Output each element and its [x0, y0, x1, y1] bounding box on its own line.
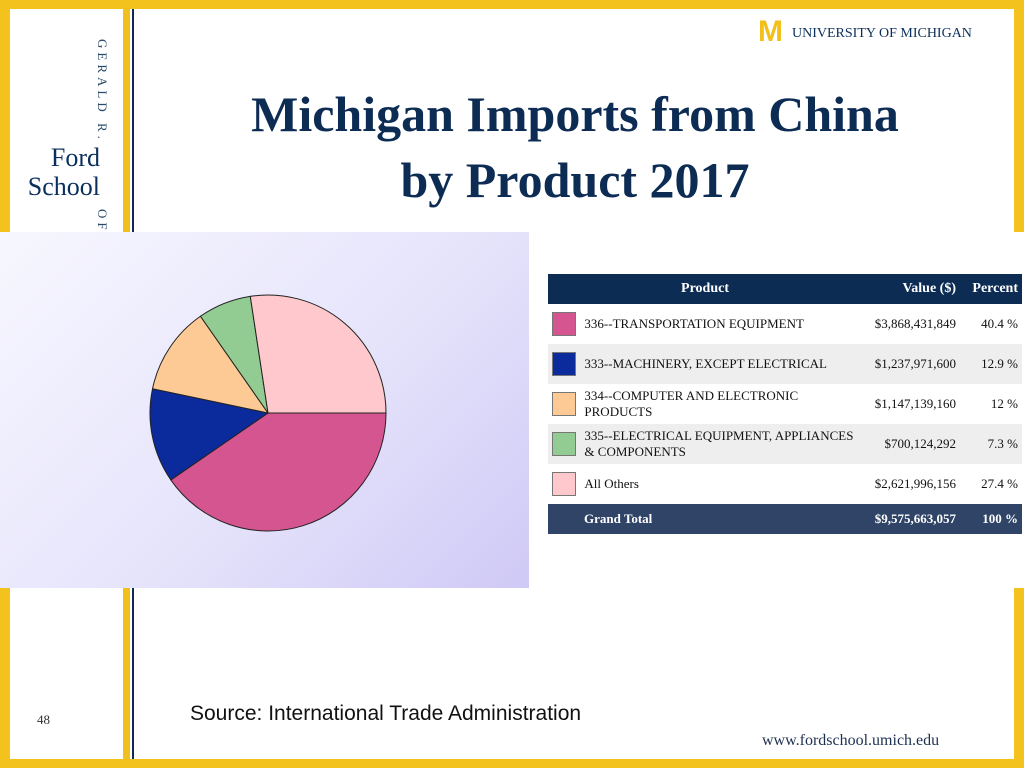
value-cell: $1,237,971,600 — [862, 344, 960, 384]
legend-swatch-cell — [548, 344, 581, 384]
website-url: www.fordschool.umich.edu — [762, 732, 940, 749]
page-number: 48 — [37, 712, 50, 727]
pie-chart-panel — [0, 232, 529, 588]
ford-school-logo: Ford School — [16, 143, 100, 201]
value-cell: $700,124,292 — [862, 424, 960, 464]
product-table: Product Value ($) Percent 336--TRANSPORT… — [548, 274, 1022, 534]
university-of-michigan-logo: M UNIVERSITY OF MICHIGAN — [758, 17, 976, 47]
legend-swatch — [552, 432, 576, 456]
header-percent: Percent — [960, 274, 1022, 304]
legend-swatch — [552, 392, 576, 416]
legend-swatch — [552, 472, 576, 496]
legend-swatch-cell — [548, 384, 581, 424]
legend-swatch — [552, 352, 576, 376]
table-row: 336--TRANSPORTATION EQUIPMENT $3,868,431,… — [548, 304, 1022, 344]
title-line-2: by Product 2017 — [400, 152, 750, 208]
brand-line-2: School — [27, 172, 100, 201]
grand-total-label: Grand Total — [548, 504, 862, 534]
university-name: UNIVERSITY OF MICHIGAN — [792, 26, 972, 41]
value-cell: $2,621,996,156 — [862, 464, 960, 504]
table-header-row: Product Value ($) Percent — [548, 274, 1022, 304]
product-cell: 333--MACHINERY, EXCEPT ELECTRICAL — [580, 344, 862, 384]
table-row: All Others $2,621,996,156 27.4 % — [548, 464, 1022, 504]
header-product: Product — [548, 274, 862, 304]
percent-cell: 27.4 % — [960, 464, 1022, 504]
legend-swatch-cell — [548, 464, 581, 504]
header-value: Value ($) — [862, 274, 960, 304]
pie-slice — [151, 315, 270, 414]
product-cell: 335--ELECTRICAL EQUIPMENT, APPLIANCES & … — [580, 424, 862, 464]
legend-swatch-cell — [548, 424, 581, 464]
product-table-panel: Product Value ($) Percent 336--TRANSPORT… — [530, 232, 1024, 588]
sidebar-name-bottom: OF — [95, 209, 110, 234]
block-m-icon: M — [758, 15, 783, 48]
table-row: 335--ELECTRICAL EQUIPMENT, APPLIANCES & … — [548, 424, 1022, 464]
grand-total-row: Grand Total $9,575,663,057 100 % — [548, 504, 1022, 534]
source-note: Source: International Trade Administrati… — [190, 702, 582, 725]
pie-slice — [170, 412, 387, 532]
table-row: 333--MACHINERY, EXCEPT ELECTRICAL $1,237,… — [548, 344, 1022, 384]
table-row: 334--COMPUTER AND ELECTRONIC PRODUCTS $1,… — [548, 384, 1022, 424]
percent-cell: 12.9 % — [960, 344, 1022, 384]
legend-swatch — [552, 312, 576, 336]
value-cell: $1,147,139,160 — [862, 384, 960, 424]
brand-line-1: Ford — [50, 143, 100, 172]
pie-slice — [249, 294, 387, 414]
value-cell: $3,868,431,849 — [862, 304, 960, 344]
grand-total-value: $9,575,663,057 — [862, 504, 960, 534]
title-line-1: Michigan Imports from China — [251, 86, 899, 142]
percent-cell: 12 % — [960, 384, 1022, 424]
sidebar-name-top: GERALD R. — [95, 39, 110, 143]
pie-slice — [149, 388, 270, 481]
product-cell: 336--TRANSPORTATION EQUIPMENT — [580, 304, 862, 344]
slide-title: Michigan Imports from China by Product 2… — [160, 81, 990, 213]
percent-cell: 7.3 % — [960, 424, 1022, 464]
percent-cell: 40.4 % — [960, 304, 1022, 344]
pie-chart — [149, 294, 387, 532]
grand-total-percent: 100 % — [960, 504, 1022, 534]
product-cell: 334--COMPUTER AND ELECTRONIC PRODUCTS — [580, 384, 862, 424]
legend-swatch-cell — [548, 304, 581, 344]
product-cell: All Others — [580, 464, 862, 504]
